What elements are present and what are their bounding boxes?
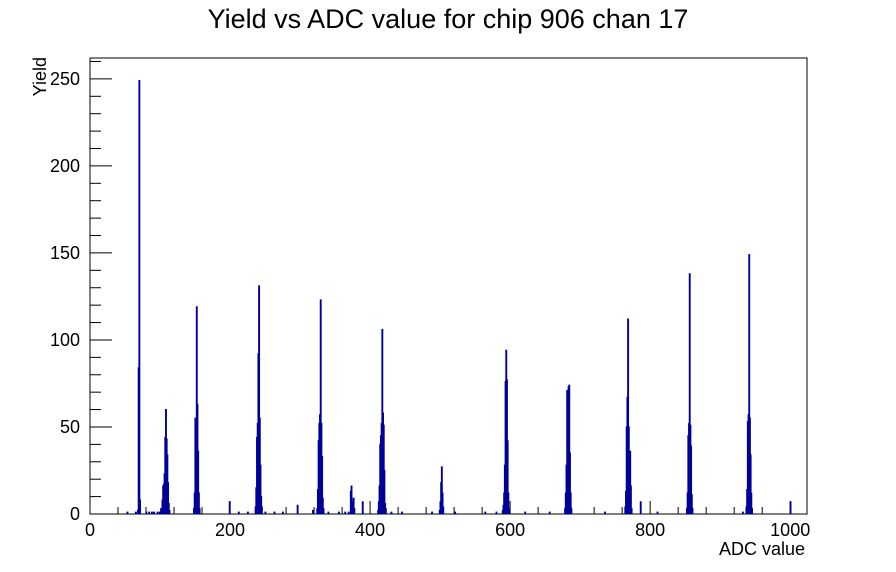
histogram-series: [126, 80, 792, 514]
histogram-bin: [630, 508, 633, 514]
histogram-bin: [629, 485, 632, 514]
histogram-bin: [361, 501, 364, 514]
histogram-bin: [237, 511, 240, 514]
histogram-bin: [690, 445, 693, 514]
histogram-bin: [353, 508, 356, 514]
histogram-bin: [789, 501, 792, 514]
histogram-bin: [260, 495, 263, 514]
histogram-bin: [507, 492, 510, 514]
histogram-bin: [431, 511, 433, 514]
histogram-bin: [351, 501, 354, 514]
y-axis: 0 50 100 150 200 250: [50, 60, 112, 524]
histogram-bin: [148, 511, 151, 514]
histogram-bin: [656, 511, 659, 514]
histogram-bin: [138, 80, 141, 514]
histogram-bin: [749, 454, 752, 514]
histogram-bin: [441, 492, 444, 514]
histogram-bin: [688, 273, 691, 514]
histogram-bin: [151, 511, 153, 514]
histogram-bin: [197, 450, 200, 514]
histogram-bin: [197, 492, 200, 514]
histogram-bin: [569, 452, 571, 514]
histogram-bin: [198, 508, 201, 514]
y-tick-label: 0: [70, 504, 80, 524]
x-tick-label: 600: [495, 520, 525, 540]
histogram-bin: [264, 511, 267, 514]
plot-frame: [89, 57, 808, 515]
histogram-bin: [382, 424, 385, 514]
histogram-bin: [319, 299, 322, 514]
y-axis-title: Yield: [30, 57, 50, 96]
histogram-bin: [158, 511, 161, 514]
chart-title: Yield vs ADC value for chip 906 chan 17: [208, 4, 689, 34]
histogram-bin: [751, 508, 753, 514]
histogram-bin: [691, 508, 694, 514]
histogram-bin: [167, 482, 170, 514]
histogram-bin: [568, 384, 571, 514]
histogram-bin: [548, 511, 551, 514]
histogram-bin: [629, 450, 632, 514]
histogram-bin: [495, 511, 498, 514]
histogram-bin: [347, 511, 350, 514]
histogram-bin: [139, 499, 142, 514]
histogram-bin: [153, 511, 156, 514]
histogram-bin: [350, 485, 353, 514]
histogram-bin: [344, 511, 347, 514]
histogram-bin: [352, 497, 355, 514]
histogram-bin: [259, 464, 262, 514]
histogram-bin: [442, 506, 445, 514]
x-tick-label: 800: [635, 520, 665, 540]
x-axis-title: ADC value: [719, 539, 805, 559]
x-axis: 0 200 400 600 800 1000: [85, 501, 810, 540]
x-tick-label: 200: [215, 520, 245, 540]
x-tick-label: 400: [355, 520, 385, 540]
histogram-bin: [508, 508, 511, 514]
histogram-bin: [604, 511, 606, 514]
histogram-bin: [750, 492, 753, 514]
x-tick-label: 0: [85, 520, 95, 540]
histogram-bin: [390, 511, 393, 514]
histogram-bin: [321, 497, 324, 514]
histogram-bin: [524, 511, 527, 514]
histogram-bin: [337, 511, 340, 514]
histogram-bin: [134, 511, 137, 514]
histogram-bin: [327, 511, 330, 514]
histogram-bin: [484, 511, 487, 514]
histogram-bin: [384, 508, 387, 514]
histogram-bin: [273, 511, 276, 514]
histogram-bin: [639, 501, 642, 514]
histogram-bin: [506, 440, 509, 514]
histogram-bin: [126, 511, 129, 514]
histogram-bin: [570, 508, 573, 514]
histogram-bin: [322, 508, 325, 514]
histogram-bin: [145, 511, 148, 514]
histogram-bin: [383, 469, 386, 514]
y-tick-label: 150: [50, 243, 80, 263]
histogram-bin: [454, 511, 457, 514]
histogram-bin: [748, 254, 751, 514]
x-tick-label: 1000: [770, 520, 810, 540]
histogram-bin: [168, 509, 171, 514]
y-tick-label: 200: [50, 156, 80, 176]
histogram-bin: [690, 494, 693, 514]
y-tick-label: 250: [50, 69, 80, 89]
histogram-bin: [156, 511, 159, 514]
histogram-bin: [440, 466, 443, 514]
histogram-bin: [228, 501, 231, 514]
y-tick-label: 50: [60, 417, 80, 437]
histogram-bin: [400, 511, 403, 514]
histogram-bin: [167, 502, 170, 514]
y-tick-label: 100: [50, 330, 80, 350]
histogram-bin: [260, 506, 263, 514]
histogram-bin: [246, 511, 249, 514]
histogram-bin: [312, 509, 314, 514]
histogram-bin: [321, 455, 324, 514]
histogram-bin: [296, 504, 299, 514]
histogram-bin: [741, 511, 744, 514]
histogram-bin: [627, 318, 630, 514]
histogram-bin: [281, 511, 284, 514]
histogram-bin: [569, 492, 572, 514]
histogram-bin: [258, 285, 261, 514]
